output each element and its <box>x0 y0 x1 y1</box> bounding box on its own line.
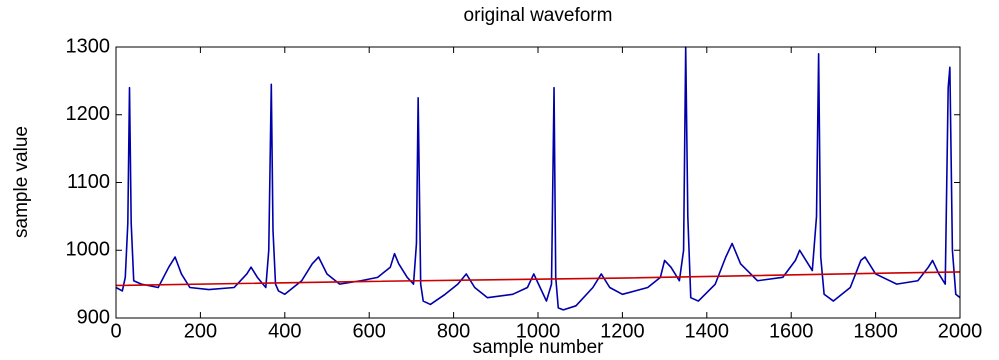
y-tick-label: 1100 <box>67 171 110 193</box>
chart-title: original waveform <box>464 5 613 26</box>
x-tick-label: 400 <box>268 320 301 342</box>
y-tick-label: 1200 <box>66 103 111 125</box>
y-axis-label: sample value <box>11 126 32 238</box>
x-tick-label: 1000 <box>516 320 561 342</box>
x-tick-label: 0 <box>110 320 121 342</box>
y-tick-label: 1300 <box>66 35 111 57</box>
x-axis-label: sample number <box>473 337 605 358</box>
y-tick-label: 900 <box>77 306 110 328</box>
x-tick-label: 800 <box>437 320 470 342</box>
series-line <box>115 46 961 311</box>
x-tick-label: 1800 <box>853 320 898 342</box>
x-tick-label: 600 <box>353 320 386 342</box>
x-tick-label: 200 <box>184 320 217 342</box>
x-tick-label: 1200 <box>600 320 645 342</box>
plot-frame <box>115 46 961 319</box>
series-line <box>115 271 961 287</box>
x-tick-label: 1400 <box>685 320 730 342</box>
y-tick-label: 1000 <box>66 239 111 261</box>
x-tick-label: 2000 <box>938 320 983 342</box>
x-tick-label: 1600 <box>769 320 814 342</box>
